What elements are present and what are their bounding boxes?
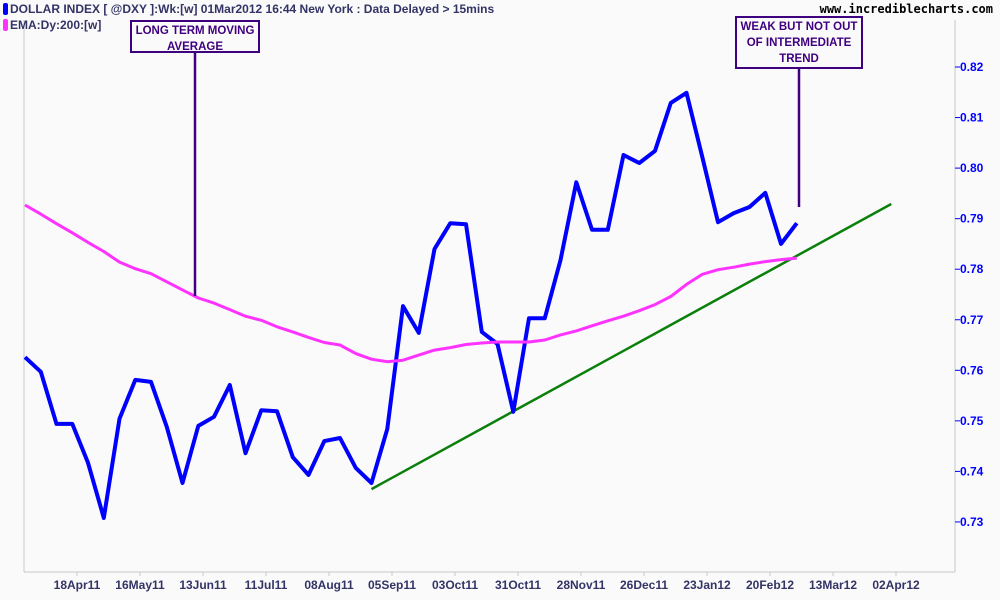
y-tick-label: 0.77 xyxy=(960,313,984,327)
x-tick-label: 26Dec11 xyxy=(620,578,668,592)
annotation-text: OF INTERMEDIATE xyxy=(747,37,852,49)
y-tick-label: 0.73 xyxy=(960,515,984,529)
watermark: www.incrediblecharts.com xyxy=(820,2,993,16)
legend-ema: EMA:Dy:200:[w] xyxy=(10,18,101,32)
y-tick-label: 0.78 xyxy=(960,262,984,276)
x-tick-label: 02Apr12 xyxy=(872,578,920,592)
y-tick-label: 0.79 xyxy=(960,212,984,226)
tick-labels: 0.73 0.74 0.75 0.76 0.77 0.78 0.79 0.80 0.81 0.82… xyxy=(54,60,984,592)
legend-price: DOLLAR INDEX [ @DXY ]:Wk:[w] 01Mar2012 1… xyxy=(10,2,495,16)
axes xyxy=(23,20,956,573)
x-tick-label: 13Mar12 xyxy=(809,578,857,592)
annotation-box xyxy=(735,16,863,69)
annotation-text: WEAK BUT NOT OUT xyxy=(741,21,858,33)
x-tick-label: 11Jul11 xyxy=(245,578,288,592)
trendline xyxy=(370,202,892,491)
x-tick-label: 18Apr11 xyxy=(54,578,101,592)
y-tick-label: 0.81 xyxy=(960,111,984,125)
x-tick-label: 05Sep11 xyxy=(368,578,416,592)
y-tick-label: 0.80 xyxy=(960,161,984,175)
x-tick-label: 03Oct11 xyxy=(432,578,478,592)
price-line xyxy=(23,90,799,520)
y-tick-label: 0.76 xyxy=(960,363,984,377)
x-tick-label: 16May11 xyxy=(115,578,165,592)
x-tick-label: 31Oct11 xyxy=(495,578,541,592)
annotations: LONG TERM MOVING AVERAGE WEAK BUT NOT OUT O… xyxy=(130,16,863,296)
legend-swatch-price xyxy=(3,3,8,15)
annotation-text: AVERAGE xyxy=(167,41,223,53)
x-tick-label: 23Jan12 xyxy=(683,578,731,592)
series-layer xyxy=(23,90,892,520)
annotation-text: LONG TERM MOVING xyxy=(136,25,255,37)
ema-line xyxy=(24,203,797,364)
legend-swatch-ema xyxy=(3,19,8,31)
y-tick-label: 0.75 xyxy=(960,414,984,428)
x-tick-label: 13Jun11 xyxy=(179,578,227,592)
x-tick-label: 28Nov11 xyxy=(557,578,606,592)
x-tick-label: 08Aug11 xyxy=(304,578,354,592)
annotation-text: TREND xyxy=(779,53,819,65)
y-tick-label: 0.82 xyxy=(960,60,984,74)
x-tick-label: 20Feb12 xyxy=(746,578,794,592)
y-tick-label: 0.74 xyxy=(960,464,984,478)
